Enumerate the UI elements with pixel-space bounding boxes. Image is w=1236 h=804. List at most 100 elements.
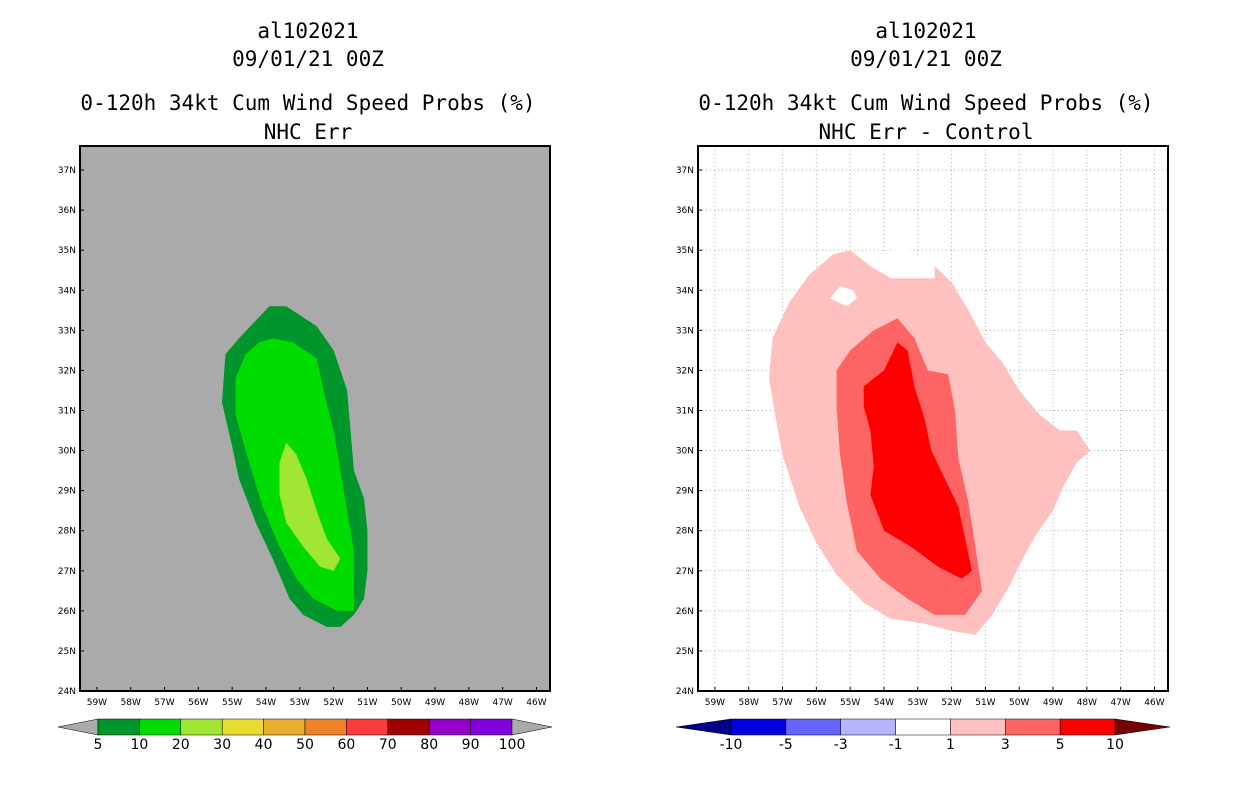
colorbar-tick-label: -10 bbox=[720, 737, 743, 753]
y-tick-label: 37N bbox=[676, 166, 694, 176]
contour-5-10 bbox=[863, 342, 972, 579]
x-tick-label: 49W bbox=[425, 698, 445, 708]
right-contours bbox=[769, 246, 1091, 635]
left-storm-id: al102021 bbox=[257, 19, 358, 43]
left-subtitle: NHC Err bbox=[264, 120, 353, 144]
y-tick-label: 33N bbox=[58, 326, 76, 336]
x-tick-label: 53W bbox=[290, 698, 310, 708]
y-tick-label: 26N bbox=[58, 607, 76, 617]
colorbar-tick-label: 60 bbox=[337, 737, 355, 753]
right-plot-frame bbox=[697, 145, 1169, 692]
colorbar-tick-label: 5 bbox=[1056, 737, 1065, 753]
x-tick-label: 51W bbox=[975, 698, 995, 708]
colorbar-high-arrow bbox=[511, 718, 553, 736]
colorbar-tick-label: 10 bbox=[130, 737, 148, 753]
left-x-axis: 59W 58W 57W 56W 55W 54W 53W 52W 51W 50W 49W 48W 47W 4… bbox=[87, 687, 547, 708]
right-storm-id: al102021 bbox=[875, 19, 976, 43]
colorbar-segment bbox=[346, 718, 389, 736]
colorbar-tick-label: 20 bbox=[172, 737, 190, 753]
left-title: 0-120h 34kt Cum Wind Speed Probs (%) bbox=[80, 91, 535, 115]
right-panel: al102021 09/01/21 00Z 0-120h 34kt Cum Wi… bbox=[675, 19, 1171, 753]
left-panel: al102021 09/01/21 00Z 0-120h 34kt Cum Wi… bbox=[57, 19, 553, 753]
colorbar-segment bbox=[730, 718, 787, 736]
colorbar-segment bbox=[840, 718, 896, 736]
x-tick-label: 47W bbox=[1110, 698, 1130, 708]
y-tick-label: 28N bbox=[58, 527, 76, 537]
left-colorbar: 5 10 20 30 40 50 60 70 80 90 100 bbox=[57, 718, 553, 753]
colorbar-tick-label: 50 bbox=[296, 737, 314, 753]
y-tick-label: 24N bbox=[676, 687, 694, 697]
colorbar-segment bbox=[470, 718, 513, 736]
x-tick-label: 48W bbox=[459, 698, 479, 708]
colorbar-segment bbox=[221, 718, 264, 736]
y-tick-label: 30N bbox=[676, 447, 694, 457]
x-tick-label: 55W bbox=[840, 698, 860, 708]
x-tick-label: 46W bbox=[1144, 698, 1164, 708]
colorbar-segment bbox=[785, 718, 841, 736]
left-contours bbox=[222, 306, 368, 627]
colorbar-segment bbox=[180, 718, 223, 736]
x-tick-label: 51W bbox=[357, 698, 377, 708]
colorbar-segment bbox=[263, 718, 306, 736]
colorbar-tick-label: 1 bbox=[946, 737, 955, 753]
colorbar-tick-label: 40 bbox=[255, 737, 273, 753]
x-tick-label: 54W bbox=[256, 698, 276, 708]
y-tick-label: 27N bbox=[58, 567, 76, 577]
contour--1-1-hole bbox=[829, 286, 857, 307]
colorbar-segment bbox=[895, 718, 951, 736]
colorbar-segment bbox=[1059, 718, 1116, 736]
colorbar-tick-label: 5 bbox=[94, 737, 103, 753]
left-y-axis: 24N 25N 26N 27N 28N 29N 30N 31N 32N 33N 34N 35N 36N 3… bbox=[58, 166, 84, 697]
contour-20-30- bbox=[279, 442, 341, 571]
colorbar-segment bbox=[304, 718, 347, 736]
x-tick-label: 50W bbox=[1009, 698, 1029, 708]
y-tick-label: 31N bbox=[676, 406, 694, 416]
x-tick-label: 47W bbox=[492, 698, 512, 708]
y-tick-label: 28N bbox=[676, 527, 694, 537]
right-title: 0-120h 34kt Cum Wind Speed Probs (%) bbox=[698, 91, 1153, 115]
colorbar-segment bbox=[387, 718, 430, 736]
left-plot-frame bbox=[79, 145, 551, 692]
contour--1-1-top bbox=[873, 246, 935, 279]
x-tick-label: 59W bbox=[705, 698, 725, 708]
y-tick-label: 36N bbox=[676, 206, 694, 216]
right-colorbar: -10 -5 -3 -1 1 3 5 10 bbox=[675, 718, 1171, 753]
y-tick-label: 24N bbox=[58, 687, 76, 697]
x-tick-label: 49W bbox=[1043, 698, 1063, 708]
y-tick-label: 34N bbox=[676, 286, 694, 296]
left-datetime: 09/01/21 00Z bbox=[232, 47, 384, 71]
y-tick-label: 36N bbox=[58, 206, 76, 216]
y-tick-label: 25N bbox=[58, 647, 76, 657]
y-tick-label: 35N bbox=[58, 246, 76, 256]
colorbar-segment bbox=[139, 718, 182, 736]
x-tick-label: 57W bbox=[154, 698, 174, 708]
y-tick-label: 33N bbox=[676, 326, 694, 336]
y-tick-label: 30N bbox=[58, 447, 76, 457]
colorbar-tick-label: 70 bbox=[379, 737, 397, 753]
x-tick-label: 50W bbox=[391, 698, 411, 708]
colorbar-tick-label: 80 bbox=[420, 737, 438, 753]
y-tick-label: 35N bbox=[676, 246, 694, 256]
colorbar-tick-label: -5 bbox=[779, 737, 793, 753]
y-tick-label: 32N bbox=[58, 366, 76, 376]
x-tick-label: 56W bbox=[806, 698, 826, 708]
colorbar-high-arrow bbox=[1114, 718, 1171, 736]
colorbar-segment bbox=[950, 718, 1006, 736]
colorbar-segment bbox=[428, 718, 471, 736]
colorbar-tick-label: -3 bbox=[834, 737, 848, 753]
colorbar-tick-label: 90 bbox=[462, 737, 480, 753]
x-tick-label: 57W bbox=[772, 698, 792, 708]
right-y-axis: 24N 25N 26N 27N 28N 29N 30N 31N 32N 33N 34N 35N 36N 3… bbox=[676, 166, 702, 697]
x-tick-label: 56W bbox=[188, 698, 208, 708]
y-tick-label: 32N bbox=[676, 366, 694, 376]
x-tick-label: 46W bbox=[526, 698, 546, 708]
colorbar-low-arrow bbox=[57, 718, 99, 736]
x-tick-label: 58W bbox=[121, 698, 141, 708]
x-tick-label: 55W bbox=[222, 698, 242, 708]
x-tick-label: 53W bbox=[908, 698, 928, 708]
right-datetime: 09/01/21 00Z bbox=[850, 47, 1002, 71]
colorbar-segment bbox=[1005, 718, 1061, 736]
x-tick-label: 58W bbox=[739, 698, 759, 708]
right-subtitle: NHC Err - Control bbox=[819, 120, 1034, 144]
